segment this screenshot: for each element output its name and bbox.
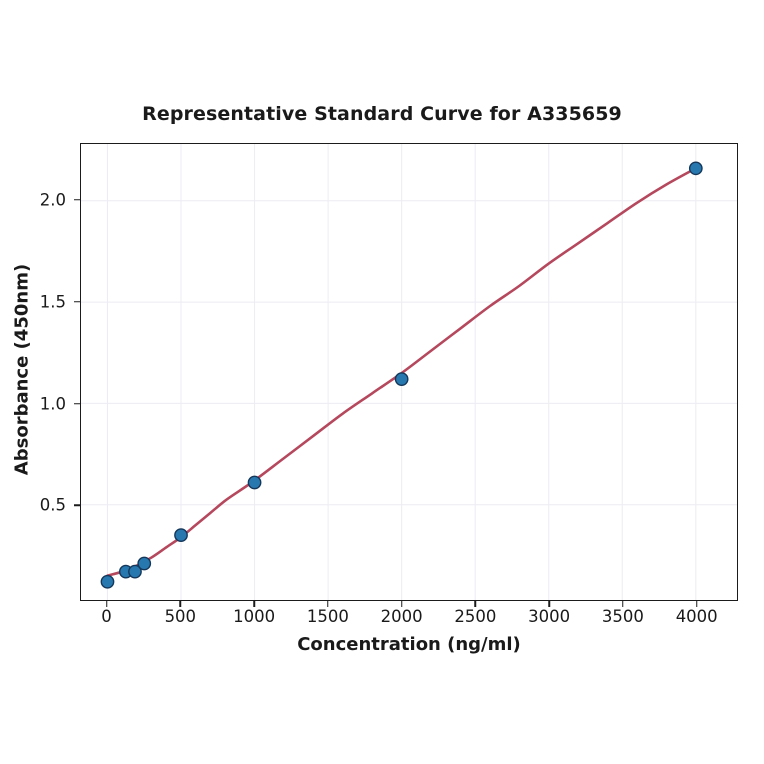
x-tick-mark <box>105 601 108 607</box>
x-tick-label: 0 <box>101 607 112 626</box>
y-tick-mark <box>74 301 80 303</box>
x-tick-mark <box>548 601 550 607</box>
data-point <box>137 556 152 571</box>
x-tick-mark <box>253 601 255 607</box>
y-tick-label: 1.0 <box>39 394 66 414</box>
y-tick-label: 1.5 <box>39 292 66 312</box>
x-tick-mark <box>400 601 403 607</box>
x-tick-label: 1000 <box>233 607 276 626</box>
x-tick-mark <box>622 601 624 607</box>
y-tick-label: 0.5 <box>39 495 66 515</box>
x-tick-label: 4000 <box>675 607 718 626</box>
y-tick-label: 2.0 <box>39 190 66 210</box>
fitted-curve-path <box>106 167 698 577</box>
x-tick-label: 2500 <box>454 607 497 626</box>
y-axis-label: Absorbance (450nm) <box>11 263 33 476</box>
y-tick-mark <box>74 402 80 405</box>
x-tick-label: 3000 <box>528 607 571 626</box>
x-tick-mark <box>474 601 477 607</box>
data-point <box>247 475 262 490</box>
y-tick-mark <box>74 504 80 507</box>
gridlines-y <box>81 200 737 506</box>
data-point <box>688 161 703 176</box>
x-tick-mark <box>179 601 182 607</box>
chart-title: Representative Standard Curve for A33565… <box>142 103 622 125</box>
data-point <box>394 372 409 386</box>
x-tick-mark <box>695 601 698 607</box>
x-tick-label: 2000 <box>380 607 423 626</box>
x-tick-label: 1500 <box>306 607 349 626</box>
x-tick-label: 3500 <box>601 607 644 626</box>
plot-area <box>80 143 738 601</box>
x-tick-mark <box>327 601 329 607</box>
data-point <box>174 528 188 543</box>
data-point-markers <box>100 161 703 589</box>
data-point <box>128 564 142 579</box>
y-tick-mark <box>74 199 80 201</box>
x-tick-label: 500 <box>164 607 197 626</box>
plot-canvas <box>81 144 737 600</box>
data-point <box>100 574 115 589</box>
x-axis-label: Concentration (ng/ml) <box>297 634 521 655</box>
